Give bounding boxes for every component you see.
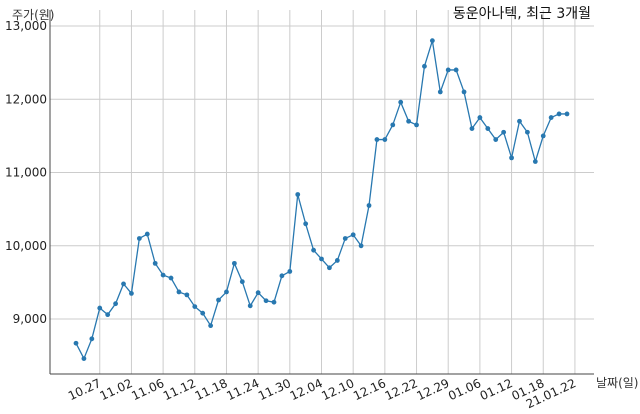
data-point <box>263 298 269 304</box>
data-point <box>239 279 245 285</box>
data-point <box>105 312 111 318</box>
grid-lines <box>50 10 594 374</box>
data-point <box>200 310 206 316</box>
data-point <box>81 356 87 362</box>
data-point <box>525 129 530 135</box>
y-tick-label: 12,000 <box>5 92 47 106</box>
data-point <box>231 260 237 266</box>
data-point <box>390 122 396 128</box>
data-point <box>144 231 150 237</box>
data-point <box>366 203 372 208</box>
data-point <box>247 303 253 309</box>
data-point <box>113 301 118 307</box>
data-point <box>350 232 356 238</box>
data-point <box>319 256 324 262</box>
data-point <box>279 273 285 279</box>
data-point <box>422 63 427 69</box>
data-point <box>501 129 507 135</box>
y-tick-label: 9,000 <box>13 312 47 326</box>
chart-title: 동운아나텍, 최근 3개월 <box>453 6 591 22</box>
data-point <box>564 111 570 117</box>
data-point <box>461 89 467 95</box>
data-point <box>556 111 562 117</box>
data-point <box>208 323 214 329</box>
data-point <box>168 275 174 281</box>
data-point <box>548 115 554 120</box>
data-point <box>271 299 277 305</box>
x-tick-labels: 10.2711.0211.0611.1211.1811.2411.3012.04… <box>66 376 578 411</box>
data-point <box>176 289 182 295</box>
data-point <box>374 137 380 142</box>
data-point <box>287 269 293 274</box>
data-point <box>334 258 340 263</box>
data-point <box>136 236 142 241</box>
data-point <box>303 221 309 227</box>
data-point <box>160 272 166 278</box>
y-tick-labels: 9,000 10,000 11,000 12,000 13,000 <box>5 19 47 326</box>
data-point <box>224 289 229 295</box>
data-point <box>445 67 451 73</box>
data-point <box>192 304 198 309</box>
data-point <box>453 67 459 73</box>
data-points <box>73 38 570 362</box>
data-point <box>358 243 364 249</box>
data-point <box>152 260 158 266</box>
y-tick-label: 13,000 <box>5 19 47 33</box>
data-point <box>398 99 404 105</box>
data-point <box>540 133 546 139</box>
y-tick-label: 11,000 <box>5 166 47 180</box>
data-point <box>493 137 499 142</box>
x-axis-title: 날짜(일) <box>596 376 638 390</box>
data-point <box>477 115 483 120</box>
data-point <box>406 118 412 124</box>
data-point <box>532 159 538 164</box>
data-point <box>255 290 261 296</box>
data-point <box>509 155 514 161</box>
data-point <box>97 305 103 311</box>
data-point <box>129 291 134 296</box>
data-point <box>327 265 332 271</box>
data-point <box>216 297 221 303</box>
y-tick-label: 10,000 <box>5 239 47 253</box>
data-point <box>342 236 348 241</box>
data-point <box>89 336 95 342</box>
data-point <box>184 292 190 298</box>
data-point <box>517 118 522 124</box>
data-point <box>73 340 79 346</box>
data-point <box>382 137 388 142</box>
axes <box>49 10 594 375</box>
data-point <box>469 126 475 131</box>
data-point <box>121 281 126 287</box>
data-point <box>414 122 419 128</box>
data-point <box>295 192 301 197</box>
data-point <box>429 38 435 44</box>
y-axis-title: 주가(원) <box>12 8 54 22</box>
data-point <box>485 126 491 131</box>
data-point <box>311 247 316 253</box>
data-point <box>437 89 443 95</box>
